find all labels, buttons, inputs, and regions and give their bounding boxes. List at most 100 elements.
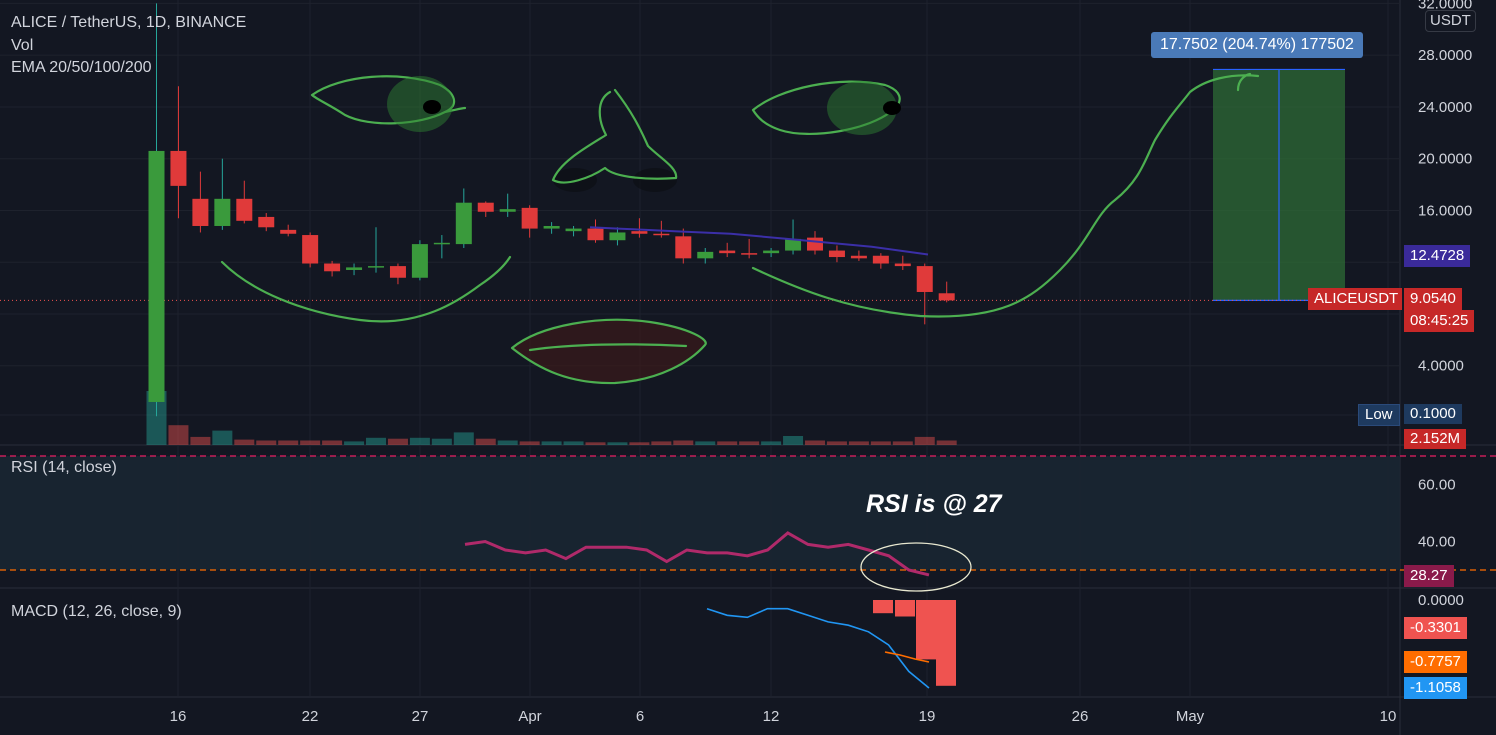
candle-body — [872, 255, 889, 264]
candle-body — [258, 216, 275, 228]
candle-body — [565, 228, 582, 232]
price-tick-label: 28.0000 — [1418, 47, 1472, 64]
date-tick-label: 16 — [170, 708, 187, 725]
rsi-tick-label: 40.00 — [1418, 534, 1456, 551]
candle-body — [280, 229, 297, 234]
volume-bar — [805, 440, 825, 445]
left-eye-iris — [387, 76, 453, 132]
volume-bar — [234, 439, 255, 445]
volume-bar — [431, 438, 452, 445]
measure-label: 17.7502 (204.74%) 177502 — [1151, 32, 1363, 58]
date-tick-label: 12 — [763, 708, 780, 725]
volume-bar — [146, 391, 167, 445]
macd-legend[interactable]: MACD (12, 26, close, 9) — [11, 603, 182, 620]
candle-body — [850, 255, 867, 259]
volume-bar — [892, 441, 913, 445]
volume-legend[interactable]: Vol — [11, 37, 34, 54]
rsi-line — [464, 531, 930, 577]
candle-body — [807, 237, 823, 251]
price-tick-label: 16.0000 — [1418, 202, 1472, 219]
smile-arrow — [751, 72, 1260, 318]
candle-body — [828, 250, 845, 258]
volume-bar — [826, 441, 847, 445]
volume-bar — [212, 430, 233, 445]
price-tick-label: 4.0000 — [1418, 358, 1464, 375]
volume-bar — [783, 436, 804, 445]
candle-body — [368, 266, 384, 268]
candle-body — [697, 251, 714, 259]
macd-histogram-bar — [873, 600, 893, 614]
ema-legend[interactable]: EMA 20/50/100/200 — [11, 59, 152, 76]
candle-body — [389, 266, 406, 278]
candle-body — [587, 228, 604, 241]
volume-bar — [453, 432, 474, 445]
candle-body — [543, 225, 560, 229]
volume-bar — [936, 440, 957, 445]
volume-bar — [409, 437, 430, 445]
symbol-name-tag: ALICEUSDT — [1308, 288, 1402, 310]
volume-bar — [190, 436, 211, 445]
macd-line — [706, 607, 930, 689]
candle-body — [324, 263, 341, 272]
volume-bar — [322, 440, 343, 445]
mouth-line — [528, 343, 688, 352]
candle-body — [675, 236, 692, 259]
date-tick-label: 10 — [1380, 708, 1397, 725]
price-tick-label: 24.0000 — [1418, 99, 1472, 116]
macd-histogram-bar — [936, 600, 956, 686]
price-tick-label: 32.0000 — [1418, 0, 1472, 12]
candle-body — [499, 209, 516, 212]
volume-bar — [541, 441, 562, 445]
candle-body — [214, 198, 231, 226]
nose — [551, 88, 678, 184]
candle-body — [346, 267, 363, 270]
macd-hist-tag: -0.3301 — [1404, 617, 1467, 639]
volume-bar — [300, 440, 321, 445]
volume-tag: 2.152M — [1404, 429, 1467, 449]
candle-body — [433, 242, 450, 245]
volume-bar — [387, 438, 408, 445]
candle-body — [741, 253, 758, 255]
date-tick-label: 27 — [412, 708, 429, 725]
volume-bar — [344, 441, 365, 445]
volume-bar — [914, 436, 935, 445]
macd-signal-line — [884, 651, 930, 663]
candle-body — [148, 150, 165, 402]
left-eye-pupil — [423, 100, 441, 114]
rsi-annotation: RSI is @ 27 — [866, 490, 1002, 518]
rsi-legend[interactable]: RSI (14, close) — [11, 459, 117, 476]
volume-bar — [629, 442, 650, 445]
volume-bar — [761, 441, 782, 445]
date-tick-label: 19 — [919, 708, 936, 725]
countdown-tag: 08:45:25 — [1404, 310, 1475, 332]
candle-body — [916, 266, 933, 292]
right-nostril-shadow — [633, 168, 677, 192]
symbol-title: ALICE / TetherUS, 1D, BINANCE — [11, 14, 247, 31]
candle-body — [785, 238, 802, 251]
volume-bar — [717, 441, 738, 445]
candle-body — [477, 202, 494, 212]
volume-bar — [168, 425, 189, 445]
macd-histogram-bar — [916, 600, 936, 660]
currency-button[interactable]: USDT — [1425, 10, 1476, 32]
rsi-value-tag: 28.27 — [1404, 565, 1454, 587]
candle-body — [653, 233, 670, 236]
volume-bar — [695, 441, 716, 445]
candle-body — [455, 202, 472, 245]
volume-bar — [739, 441, 760, 445]
volume-bar — [607, 442, 628, 445]
date-tick-label: May — [1176, 708, 1205, 725]
volume-bar — [563, 441, 584, 445]
left-cheek — [220, 255, 512, 323]
date-tick-label: Apr — [518, 708, 541, 725]
date-tick-label: 26 — [1072, 708, 1089, 725]
candle-body — [763, 250, 780, 254]
rsi-tick-label: 60.00 — [1418, 477, 1456, 494]
volume-bar — [870, 441, 891, 445]
candle-body — [894, 263, 911, 267]
volume-bar — [585, 442, 606, 445]
ema-price-tag: 12.4728 — [1404, 245, 1471, 267]
volume-bar — [475, 438, 496, 445]
macd-tick-label: 0.0000 — [1418, 592, 1464, 609]
